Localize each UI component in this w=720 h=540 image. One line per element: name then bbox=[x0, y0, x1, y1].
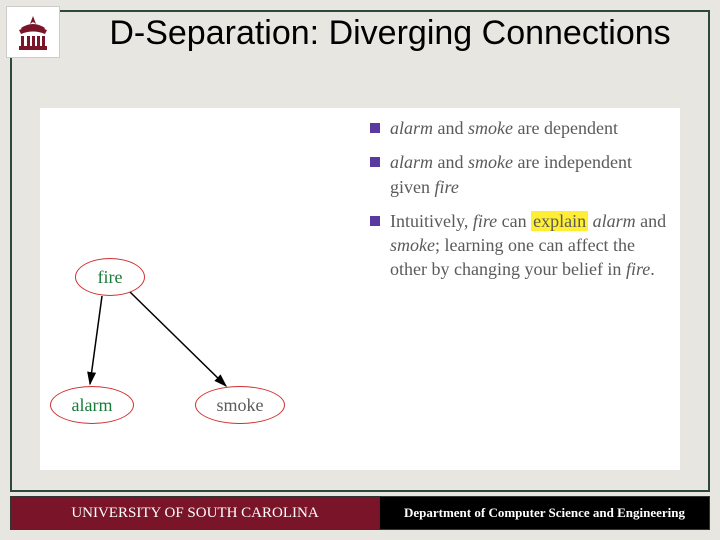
bullet-item: alarm and smoke are independent given fi… bbox=[370, 150, 672, 199]
university-logo bbox=[6, 6, 60, 58]
bullet-text: Intuitively, fire can explain alarm and … bbox=[390, 209, 672, 282]
footer-university: UNIVERSITY OF SOUTH CAROLINA bbox=[10, 496, 380, 530]
footer-department: Department of Computer Science and Engin… bbox=[380, 496, 710, 530]
bullet-item: alarm and smoke are dependent bbox=[370, 116, 672, 140]
bullet-marker-icon bbox=[370, 157, 380, 167]
diagram: fire alarm smoke bbox=[40, 108, 370, 470]
bullet-text: alarm and smoke are independent given fi… bbox=[390, 150, 672, 199]
content-area: fire alarm smoke alarm and smoke are dep… bbox=[40, 108, 680, 470]
bullet-marker-icon bbox=[370, 216, 380, 226]
node-fire: fire bbox=[75, 258, 145, 296]
bullet-list: alarm and smoke are dependent alarm and s… bbox=[370, 108, 680, 470]
bullet-marker-icon bbox=[370, 123, 380, 133]
node-smoke: smoke bbox=[195, 386, 285, 424]
bullet-item: Intuitively, fire can explain alarm and … bbox=[370, 209, 672, 282]
bullet-text: alarm and smoke are dependent bbox=[390, 116, 618, 140]
node-alarm: alarm bbox=[50, 386, 134, 424]
slide-title: D-Separation: Diverging Connections bbox=[90, 14, 690, 53]
footer: UNIVERSITY OF SOUTH CAROLINA Department … bbox=[10, 496, 710, 530]
